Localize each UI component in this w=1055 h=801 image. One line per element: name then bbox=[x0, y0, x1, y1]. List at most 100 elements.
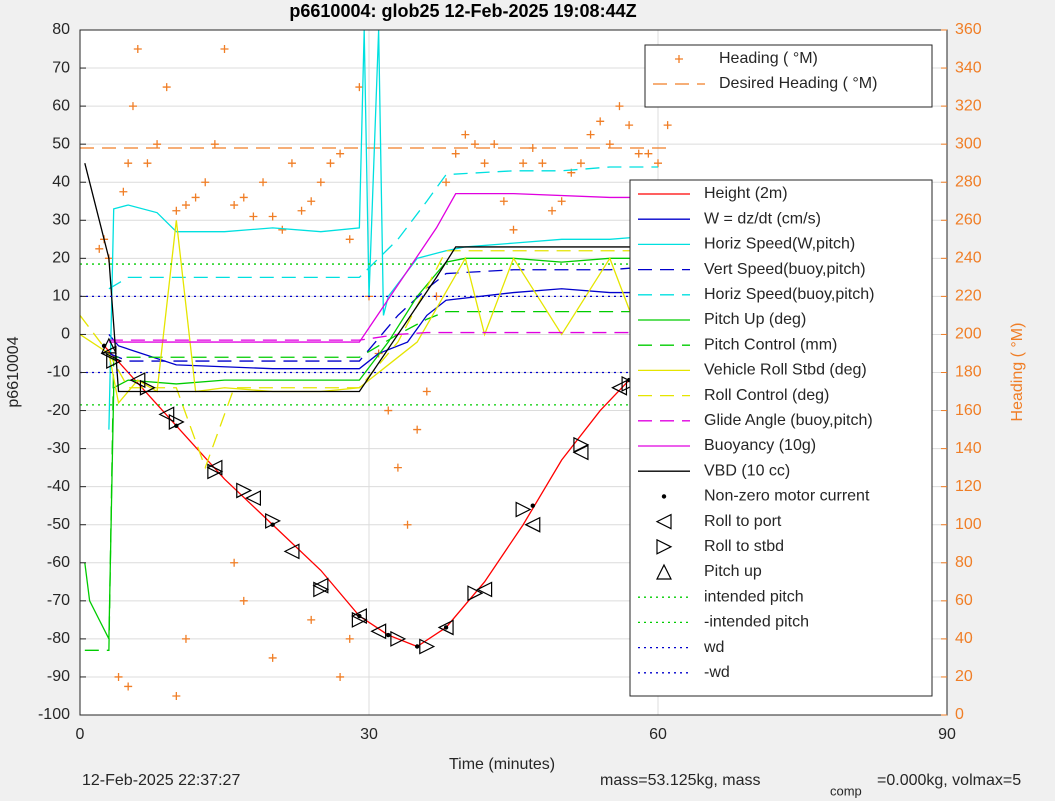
series-line bbox=[84, 163, 658, 393]
heading-point bbox=[172, 691, 181, 700]
y-tick-label: -70 bbox=[47, 592, 70, 609]
chart-title: p6610004: glob25 12-Feb-2025 19:08:44Z bbox=[289, 1, 636, 21]
legend-label: Roll Control (deg) bbox=[704, 387, 829, 404]
heading-point bbox=[268, 212, 277, 221]
heading-point bbox=[239, 596, 248, 605]
y2-tick-label: 280 bbox=[955, 173, 982, 190]
legend-label: Desired Heading ( °M) bbox=[719, 75, 877, 92]
heading-point bbox=[538, 159, 547, 168]
legend-label: Glide Angle (buoy,pitch) bbox=[704, 412, 873, 429]
tri-right-marker bbox=[168, 414, 185, 430]
heading-point bbox=[268, 653, 277, 662]
series-line bbox=[84, 310, 658, 651]
legend-box bbox=[644, 44, 933, 108]
heading-point bbox=[162, 83, 171, 92]
heading-point bbox=[307, 197, 316, 206]
legend-label: Heading ( °M) bbox=[719, 50, 818, 67]
tri-right-marker bbox=[573, 436, 590, 453]
y-axis-label: p6610004 bbox=[5, 336, 22, 407]
heading-point bbox=[153, 140, 162, 149]
heading-point bbox=[119, 187, 128, 196]
footer-date: 12-Feb-2025 22:37:27 bbox=[82, 772, 240, 789]
heading-point bbox=[422, 387, 431, 396]
tri-left-marker bbox=[351, 608, 367, 625]
legend-label: Buoyancy (10g) bbox=[704, 437, 816, 454]
y2-tick-label: 0 bbox=[955, 706, 964, 723]
y2-tick-label: 40 bbox=[955, 630, 973, 647]
y2-tick-label: 360 bbox=[955, 21, 982, 38]
heading-point bbox=[509, 225, 518, 234]
y-tick-label: 70 bbox=[52, 59, 70, 76]
y2-tick-label: 240 bbox=[955, 250, 982, 267]
y2-tick-label: 320 bbox=[955, 97, 982, 114]
y2-tick-label: 120 bbox=[955, 478, 982, 495]
heading-point bbox=[345, 235, 354, 244]
heading-point bbox=[326, 159, 335, 168]
y2-tick-label: 60 bbox=[955, 592, 973, 609]
heading-point bbox=[230, 201, 239, 210]
legend-label: intended pitch bbox=[704, 588, 804, 605]
motor-dot bbox=[386, 632, 391, 638]
heading-point bbox=[133, 45, 142, 54]
legend-label: W = dz/dt (cm/s) bbox=[704, 210, 821, 227]
tri-left-marker bbox=[611, 379, 628, 396]
heading-point bbox=[413, 425, 422, 434]
heading-point bbox=[181, 634, 190, 643]
y2-tick-label: 160 bbox=[955, 402, 982, 419]
heading-point bbox=[675, 55, 683, 63]
tri-right-marker bbox=[139, 379, 156, 396]
y-tick-label: 0 bbox=[61, 326, 70, 343]
tri-right-marker bbox=[207, 463, 224, 480]
heading-point bbox=[625, 121, 634, 130]
x-tick-label: 60 bbox=[649, 726, 667, 743]
heading-point bbox=[586, 130, 595, 139]
heading-point bbox=[490, 140, 499, 149]
tri-right-marker bbox=[265, 512, 282, 529]
heading-point bbox=[355, 83, 364, 92]
legend-label: Pitch Up (deg) bbox=[704, 311, 806, 328]
tri-left-marker bbox=[524, 516, 541, 533]
legend-label: -wd bbox=[704, 664, 730, 681]
tri-left-marker bbox=[100, 345, 117, 362]
heading-point bbox=[143, 159, 152, 168]
y2-tick-label: 20 bbox=[955, 668, 973, 685]
y-tick-label: -30 bbox=[47, 440, 70, 457]
legend-label: Horiz Speed(buoy,pitch) bbox=[704, 286, 874, 303]
tri-right-marker bbox=[106, 353, 123, 370]
x-tick-label: 30 bbox=[360, 726, 378, 743]
legend-label: Roll to port bbox=[704, 513, 782, 530]
y-tick-label: -50 bbox=[47, 516, 70, 533]
heading-point bbox=[499, 197, 508, 206]
heading-point bbox=[442, 178, 451, 187]
heading-point bbox=[654, 159, 662, 168]
y2-tick-label: 260 bbox=[955, 211, 982, 228]
tri-right-marker bbox=[419, 638, 436, 655]
x-tick-label: 90 bbox=[938, 726, 956, 743]
y2-tick-label: 180 bbox=[955, 364, 982, 381]
y-tick-label: -90 bbox=[47, 668, 70, 685]
heading-point bbox=[345, 634, 354, 643]
x-tick-label: 0 bbox=[76, 726, 85, 743]
heading-point bbox=[172, 206, 181, 215]
tri-left-marker bbox=[129, 372, 146, 389]
heading-point bbox=[259, 178, 268, 187]
heading-point bbox=[576, 159, 585, 168]
tri-right-marker bbox=[467, 585, 484, 602]
heading-point bbox=[230, 558, 239, 567]
y2-tick-label: 340 bbox=[955, 59, 982, 76]
heading-point bbox=[114, 672, 123, 681]
heading-point bbox=[181, 201, 190, 210]
legend-label: VBD (10 cc) bbox=[704, 462, 790, 479]
y2-tick-label: 220 bbox=[955, 288, 982, 305]
y-tick-label: -10 bbox=[47, 364, 70, 381]
tri-left-marker bbox=[283, 543, 300, 560]
series-line bbox=[108, 192, 658, 343]
tri-left-marker bbox=[245, 490, 261, 507]
heading-point bbox=[461, 130, 470, 139]
heading-point bbox=[124, 159, 133, 168]
series-line bbox=[108, 288, 658, 370]
heading-point bbox=[220, 45, 229, 54]
heading-point bbox=[249, 212, 258, 221]
tri-right-marker bbox=[515, 501, 532, 518]
